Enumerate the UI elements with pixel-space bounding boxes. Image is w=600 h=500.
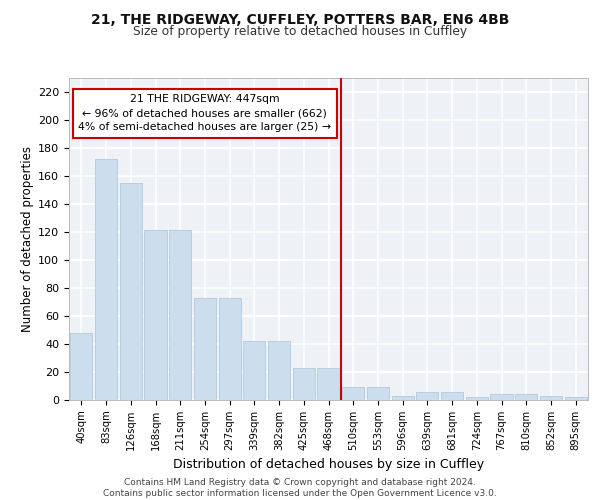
Text: Contains HM Land Registry data © Crown copyright and database right 2024.
Contai: Contains HM Land Registry data © Crown c… — [103, 478, 497, 498]
Text: 21, THE RIDGEWAY, CUFFLEY, POTTERS BAR, EN6 4BB: 21, THE RIDGEWAY, CUFFLEY, POTTERS BAR, … — [91, 12, 509, 26]
Bar — [342, 388, 364, 400]
Bar — [317, 368, 340, 400]
X-axis label: Distribution of detached houses by size in Cuffley: Distribution of detached houses by size … — [173, 458, 484, 471]
Bar — [145, 230, 167, 400]
Bar — [466, 397, 488, 400]
Bar — [293, 368, 315, 400]
Bar — [392, 396, 414, 400]
Bar — [565, 397, 587, 400]
Bar — [441, 392, 463, 400]
Bar — [540, 396, 562, 400]
Bar — [268, 341, 290, 400]
Bar — [490, 394, 512, 400]
Bar — [95, 159, 117, 400]
Bar — [243, 341, 265, 400]
Bar — [70, 332, 92, 400]
Text: 21 THE RIDGEWAY: 447sqm
← 96% of detached houses are smaller (662)
4% of semi-de: 21 THE RIDGEWAY: 447sqm ← 96% of detache… — [79, 94, 331, 132]
Bar — [515, 394, 538, 400]
Bar — [169, 230, 191, 400]
Bar — [218, 298, 241, 400]
Bar — [194, 298, 216, 400]
Y-axis label: Number of detached properties: Number of detached properties — [21, 146, 34, 332]
Bar — [119, 182, 142, 400]
Text: Size of property relative to detached houses in Cuffley: Size of property relative to detached ho… — [133, 25, 467, 38]
Bar — [367, 388, 389, 400]
Bar — [416, 392, 439, 400]
